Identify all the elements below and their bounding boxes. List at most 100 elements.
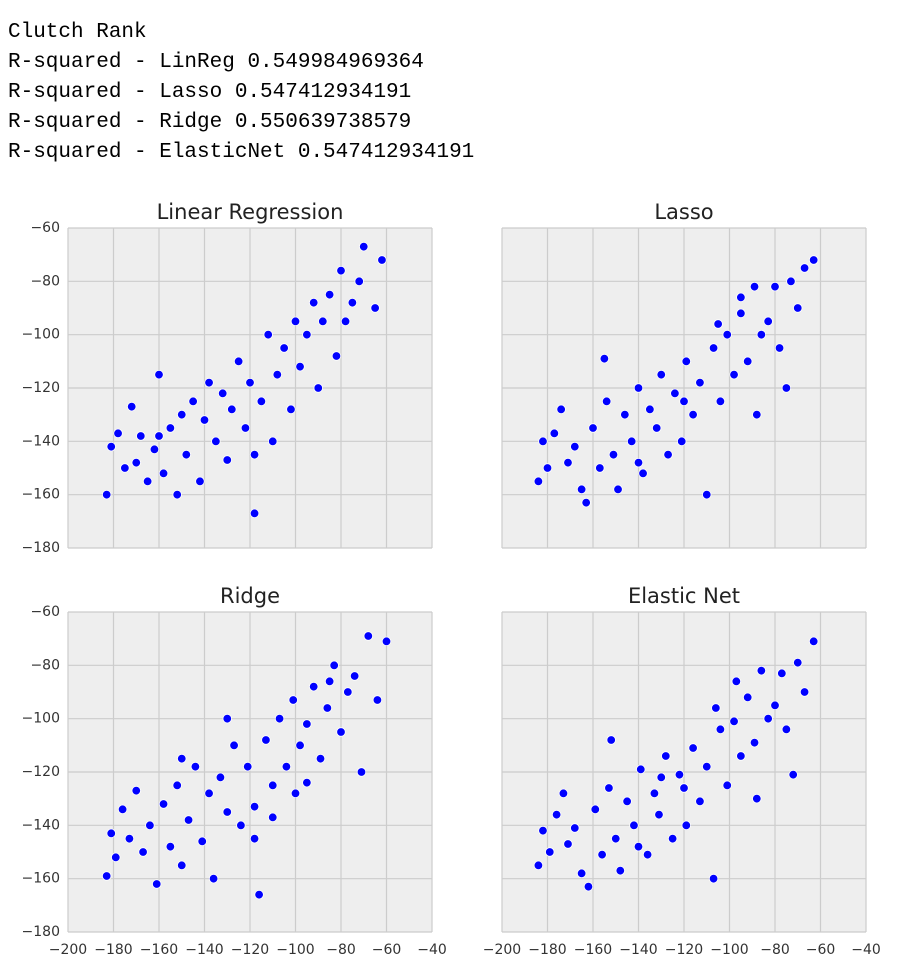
point [217, 388, 228, 399]
x-tick-label: −80 [760, 942, 790, 958]
point [736, 292, 746, 303]
point [736, 308, 746, 319]
point [642, 849, 653, 860]
point [347, 297, 358, 308]
point [195, 476, 205, 487]
point [633, 383, 644, 393]
y-tick-label: −80 [30, 273, 60, 289]
point [290, 316, 301, 327]
x-tick-label: −200 [483, 942, 521, 958]
point [715, 724, 726, 735]
point [556, 404, 566, 415]
chart-title: Linear Regression [157, 200, 344, 224]
point [274, 713, 285, 724]
x-tick-label: −40 [417, 942, 447, 958]
point [681, 356, 691, 367]
point [722, 780, 732, 791]
point [215, 772, 226, 783]
x-tick-label: −120 [231, 942, 269, 958]
point [763, 713, 773, 724]
point [615, 865, 626, 876]
point [601, 396, 612, 407]
point [590, 804, 600, 815]
point [295, 361, 305, 372]
point [268, 812, 278, 823]
point [172, 489, 182, 500]
point [583, 881, 594, 892]
point [249, 833, 260, 844]
point [808, 255, 819, 265]
x-tick-label: −100 [276, 942, 314, 958]
point [563, 839, 573, 849]
point [190, 761, 201, 772]
point [663, 449, 673, 460]
point [236, 820, 246, 831]
point [354, 276, 364, 287]
point [154, 369, 164, 380]
point [349, 671, 360, 681]
point [736, 751, 746, 761]
point [729, 369, 739, 380]
point [381, 636, 392, 647]
point [249, 449, 260, 460]
point [722, 329, 732, 340]
point [377, 255, 387, 265]
point [370, 303, 380, 313]
point [715, 396, 726, 407]
x-tick-label: −140 [619, 942, 657, 958]
point [181, 449, 192, 460]
point [256, 396, 267, 407]
point [302, 777, 312, 788]
point [695, 796, 705, 807]
point [363, 631, 374, 641]
x-tick-label: −100 [710, 942, 748, 958]
point [324, 676, 335, 687]
point [183, 815, 194, 825]
point [302, 719, 312, 729]
point [117, 804, 128, 815]
point [702, 761, 712, 772]
point [770, 700, 780, 711]
point [542, 463, 553, 473]
output-line: R-squared - Ridge 0.550639738579 [8, 111, 412, 134]
point [608, 449, 619, 460]
point [245, 377, 255, 388]
point [731, 676, 742, 687]
point [222, 713, 232, 724]
x-tick-label: −180 [94, 942, 132, 958]
point [781, 724, 792, 735]
chart-title: Elastic Net [628, 584, 740, 608]
point [158, 468, 169, 479]
x-tick-label: −120 [665, 942, 703, 958]
point [702, 489, 712, 500]
point [309, 681, 319, 692]
point [743, 356, 753, 367]
point [309, 297, 319, 308]
chart-title: Ridge [220, 584, 280, 608]
point [120, 463, 130, 473]
point [756, 329, 767, 340]
point [131, 457, 141, 468]
y-tick-label: −160 [22, 487, 60, 503]
point [770, 281, 780, 292]
point [570, 823, 580, 833]
point [318, 316, 328, 327]
point [749, 737, 760, 748]
point [204, 377, 214, 388]
point [633, 841, 644, 852]
point [315, 753, 326, 764]
point [290, 788, 301, 799]
point [799, 687, 810, 697]
y-tick-label: −140 [22, 433, 60, 449]
point [606, 735, 616, 745]
point [233, 356, 244, 367]
point [158, 799, 169, 809]
point [756, 665, 767, 676]
point [372, 695, 383, 705]
point [249, 801, 260, 812]
point [165, 423, 176, 433]
point [570, 441, 580, 452]
point [336, 727, 346, 737]
output-line: Clutch Rank [8, 21, 147, 44]
point [670, 388, 680, 399]
